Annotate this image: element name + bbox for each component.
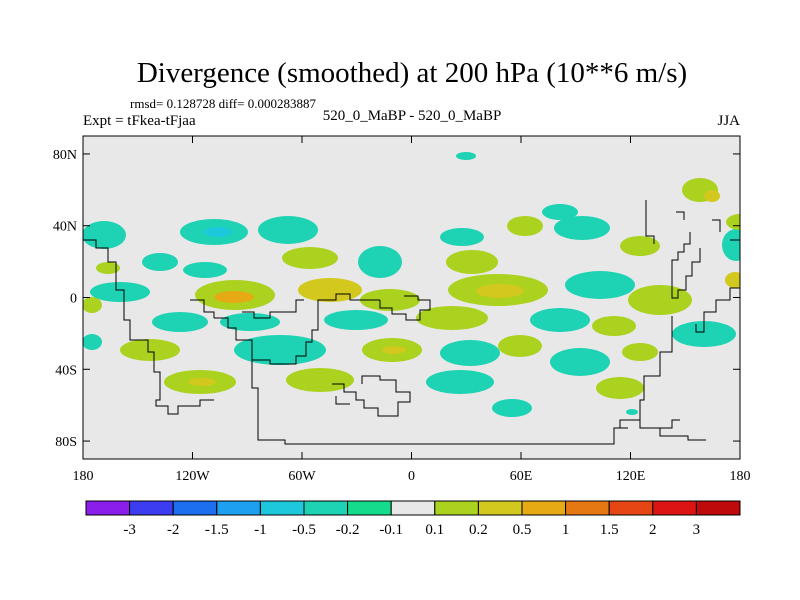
colorbar-segment (216, 500, 261, 516)
colorbar-segment (129, 500, 174, 516)
lon-tick-label: 120W (175, 469, 210, 484)
colorbar-label: -0.5 (292, 522, 316, 538)
experiment-label: Expt = tFkea-tFjaa (83, 113, 196, 129)
lat-tick-label: 40S (55, 363, 77, 378)
colorbar-label: -2 (167, 522, 180, 538)
lon-tick-label: 60E (510, 469, 533, 484)
colorbar-label: 0.1 (425, 522, 444, 538)
colorbar-label: -0.2 (336, 522, 360, 538)
figure-title: Divergence (smoothed) at 200 hPa (10**6 … (137, 57, 687, 89)
colorbar-segment (477, 500, 523, 516)
colorbar-label: -1 (254, 522, 267, 538)
colorbar-label: 1 (562, 522, 570, 538)
colorbar-label: -0.1 (379, 522, 403, 538)
season-label: JJA (717, 113, 740, 129)
coastlines (83, 200, 740, 445)
colorbar-segment (172, 500, 218, 516)
colorbar-segment (608, 500, 654, 516)
contour-fill (83, 152, 740, 417)
colorbar-label: -1.5 (205, 522, 229, 538)
lat-tick-label: 80N (53, 148, 77, 163)
map-panel: 180 120W 60W 0 60E 120E 180 80N 40N 0 40S 80S (53, 135, 751, 484)
colorbar-segment (652, 500, 697, 516)
lon-tick-label: 180 (73, 469, 94, 484)
colorbar-segment (390, 500, 436, 516)
colorbar-segment (695, 500, 741, 516)
colorbar-label: 0.5 (513, 522, 532, 538)
colorbar-label: 3 (693, 522, 701, 538)
stats-label: rmsd= 0.128728 diff= 0.000283887 (130, 96, 316, 111)
lat-tick-label: 40N (53, 220, 77, 235)
latitude-axis: 80N 40N 0 40S 80S (53, 148, 740, 450)
colorbar-segment (521, 500, 567, 516)
longitude-axis: 180 120W 60W 0 60E 120E 180 (73, 136, 751, 484)
colorbar-segment (303, 500, 349, 516)
lat-tick-label: 0 (70, 292, 77, 307)
colorbar-label: 1.5 (600, 522, 619, 538)
colorbar-label: 2 (649, 522, 657, 538)
colorbar-segment (259, 500, 305, 516)
colorbar: -3 -2 -1.5 -1 -0.5 -0.2 -0.1 0.1 0.2 0.5 1 1.5 2 3 (85, 500, 741, 538)
lon-tick-label: 0 (408, 469, 415, 484)
colorbar-segment (347, 500, 392, 516)
colorbar-segment (434, 500, 479, 516)
case-label: 520_0_MaBP - 520_0_MaBP (323, 108, 502, 124)
lat-tick-label: 80S (55, 435, 77, 450)
colorbar-label: 0.2 (469, 522, 488, 538)
colorbar-label: -3 (123, 522, 136, 538)
lon-tick-label: 60W (288, 469, 316, 484)
lon-tick-label: 180 (730, 469, 751, 484)
colorbar-segment (85, 500, 131, 516)
lon-tick-label: 120E (616, 469, 646, 484)
colorbar-segment (565, 500, 610, 516)
